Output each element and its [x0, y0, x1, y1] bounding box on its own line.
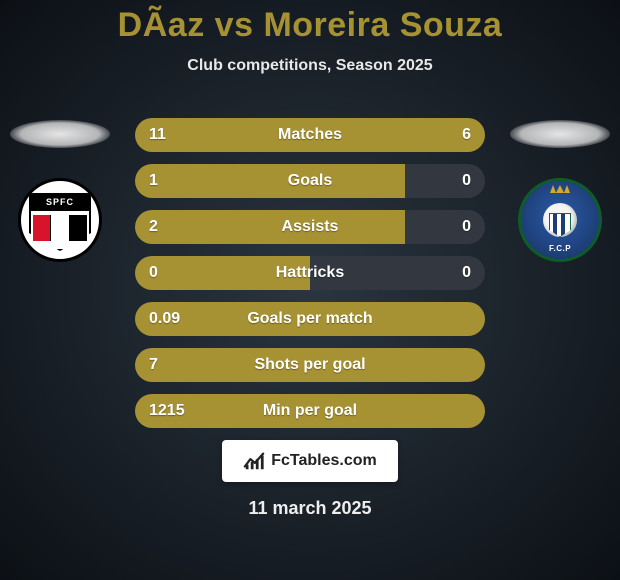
player1-name: DÃ­az	[118, 6, 205, 44]
stat-value-right: 0	[462, 210, 471, 244]
stat-value-right: 6	[462, 118, 471, 152]
stat-row: 1215Min per goal	[135, 394, 485, 428]
stat-row: 20Assists	[135, 210, 485, 244]
stat-value-left: 0.09	[149, 302, 180, 336]
header: DÃ­az vs Moreira Souza Club competitions…	[0, 0, 620, 75]
club-logo-left: SPFC	[18, 178, 102, 262]
stat-value-right: 0	[462, 256, 471, 290]
club-left-abbrev: SPFC	[29, 193, 91, 211]
stat-row: 7Shots per goal	[135, 348, 485, 382]
player-silhouette-left	[10, 120, 110, 148]
stat-value-left: 11	[149, 118, 166, 152]
club-right-abbrev: F.C.P	[521, 244, 599, 253]
player2-name: Moreira Souza	[263, 6, 502, 44]
stat-row: 116Matches	[135, 118, 485, 152]
player-silhouette-right	[510, 120, 610, 148]
brand-badge[interactable]: FcTables.com	[222, 440, 398, 482]
stat-row: 00Hattricks	[135, 256, 485, 290]
page-title: DÃ­az vs Moreira Souza	[0, 6, 620, 45]
stat-value-left: 2	[149, 210, 158, 244]
stats-bars: 116Matches10Goals20Assists00Hattricks0.0…	[135, 118, 485, 440]
stat-value-left: 1215	[149, 394, 185, 428]
club-left: SPFC	[0, 120, 120, 262]
brand-label: FcTables.com	[271, 452, 377, 470]
stat-row: 0.09Goals per match	[135, 302, 485, 336]
stat-value-left: 0	[149, 256, 158, 290]
stat-value-left: 7	[149, 348, 158, 382]
vs-label: vs	[215, 6, 254, 44]
subtitle: Club competitions, Season 2025	[0, 57, 620, 75]
club-logo-right: F.C.P	[518, 178, 602, 262]
stat-row: 10Goals	[135, 164, 485, 198]
stat-value-right: 0	[462, 164, 471, 198]
club-right: F.C.P	[500, 120, 620, 262]
chart-icon	[243, 450, 265, 472]
date-label: 11 march 2025	[0, 498, 620, 519]
stat-value-left: 1	[149, 164, 158, 198]
